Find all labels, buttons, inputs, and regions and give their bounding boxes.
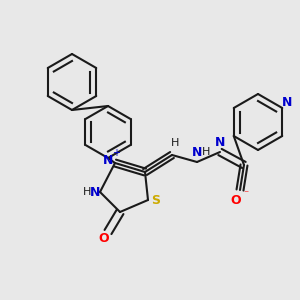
Text: N: N [192, 146, 202, 158]
Text: ⁻: ⁻ [243, 189, 249, 199]
Text: N: N [103, 154, 113, 166]
Text: H: H [202, 147, 210, 157]
Text: S: S [152, 194, 160, 206]
Text: N: N [215, 136, 225, 148]
Text: H: H [171, 138, 179, 148]
Text: O: O [99, 232, 109, 244]
Text: N: N [90, 185, 100, 199]
Text: N: N [282, 97, 292, 110]
Text: H: H [83, 187, 91, 197]
Text: +: + [112, 148, 120, 158]
Text: O: O [231, 194, 241, 206]
